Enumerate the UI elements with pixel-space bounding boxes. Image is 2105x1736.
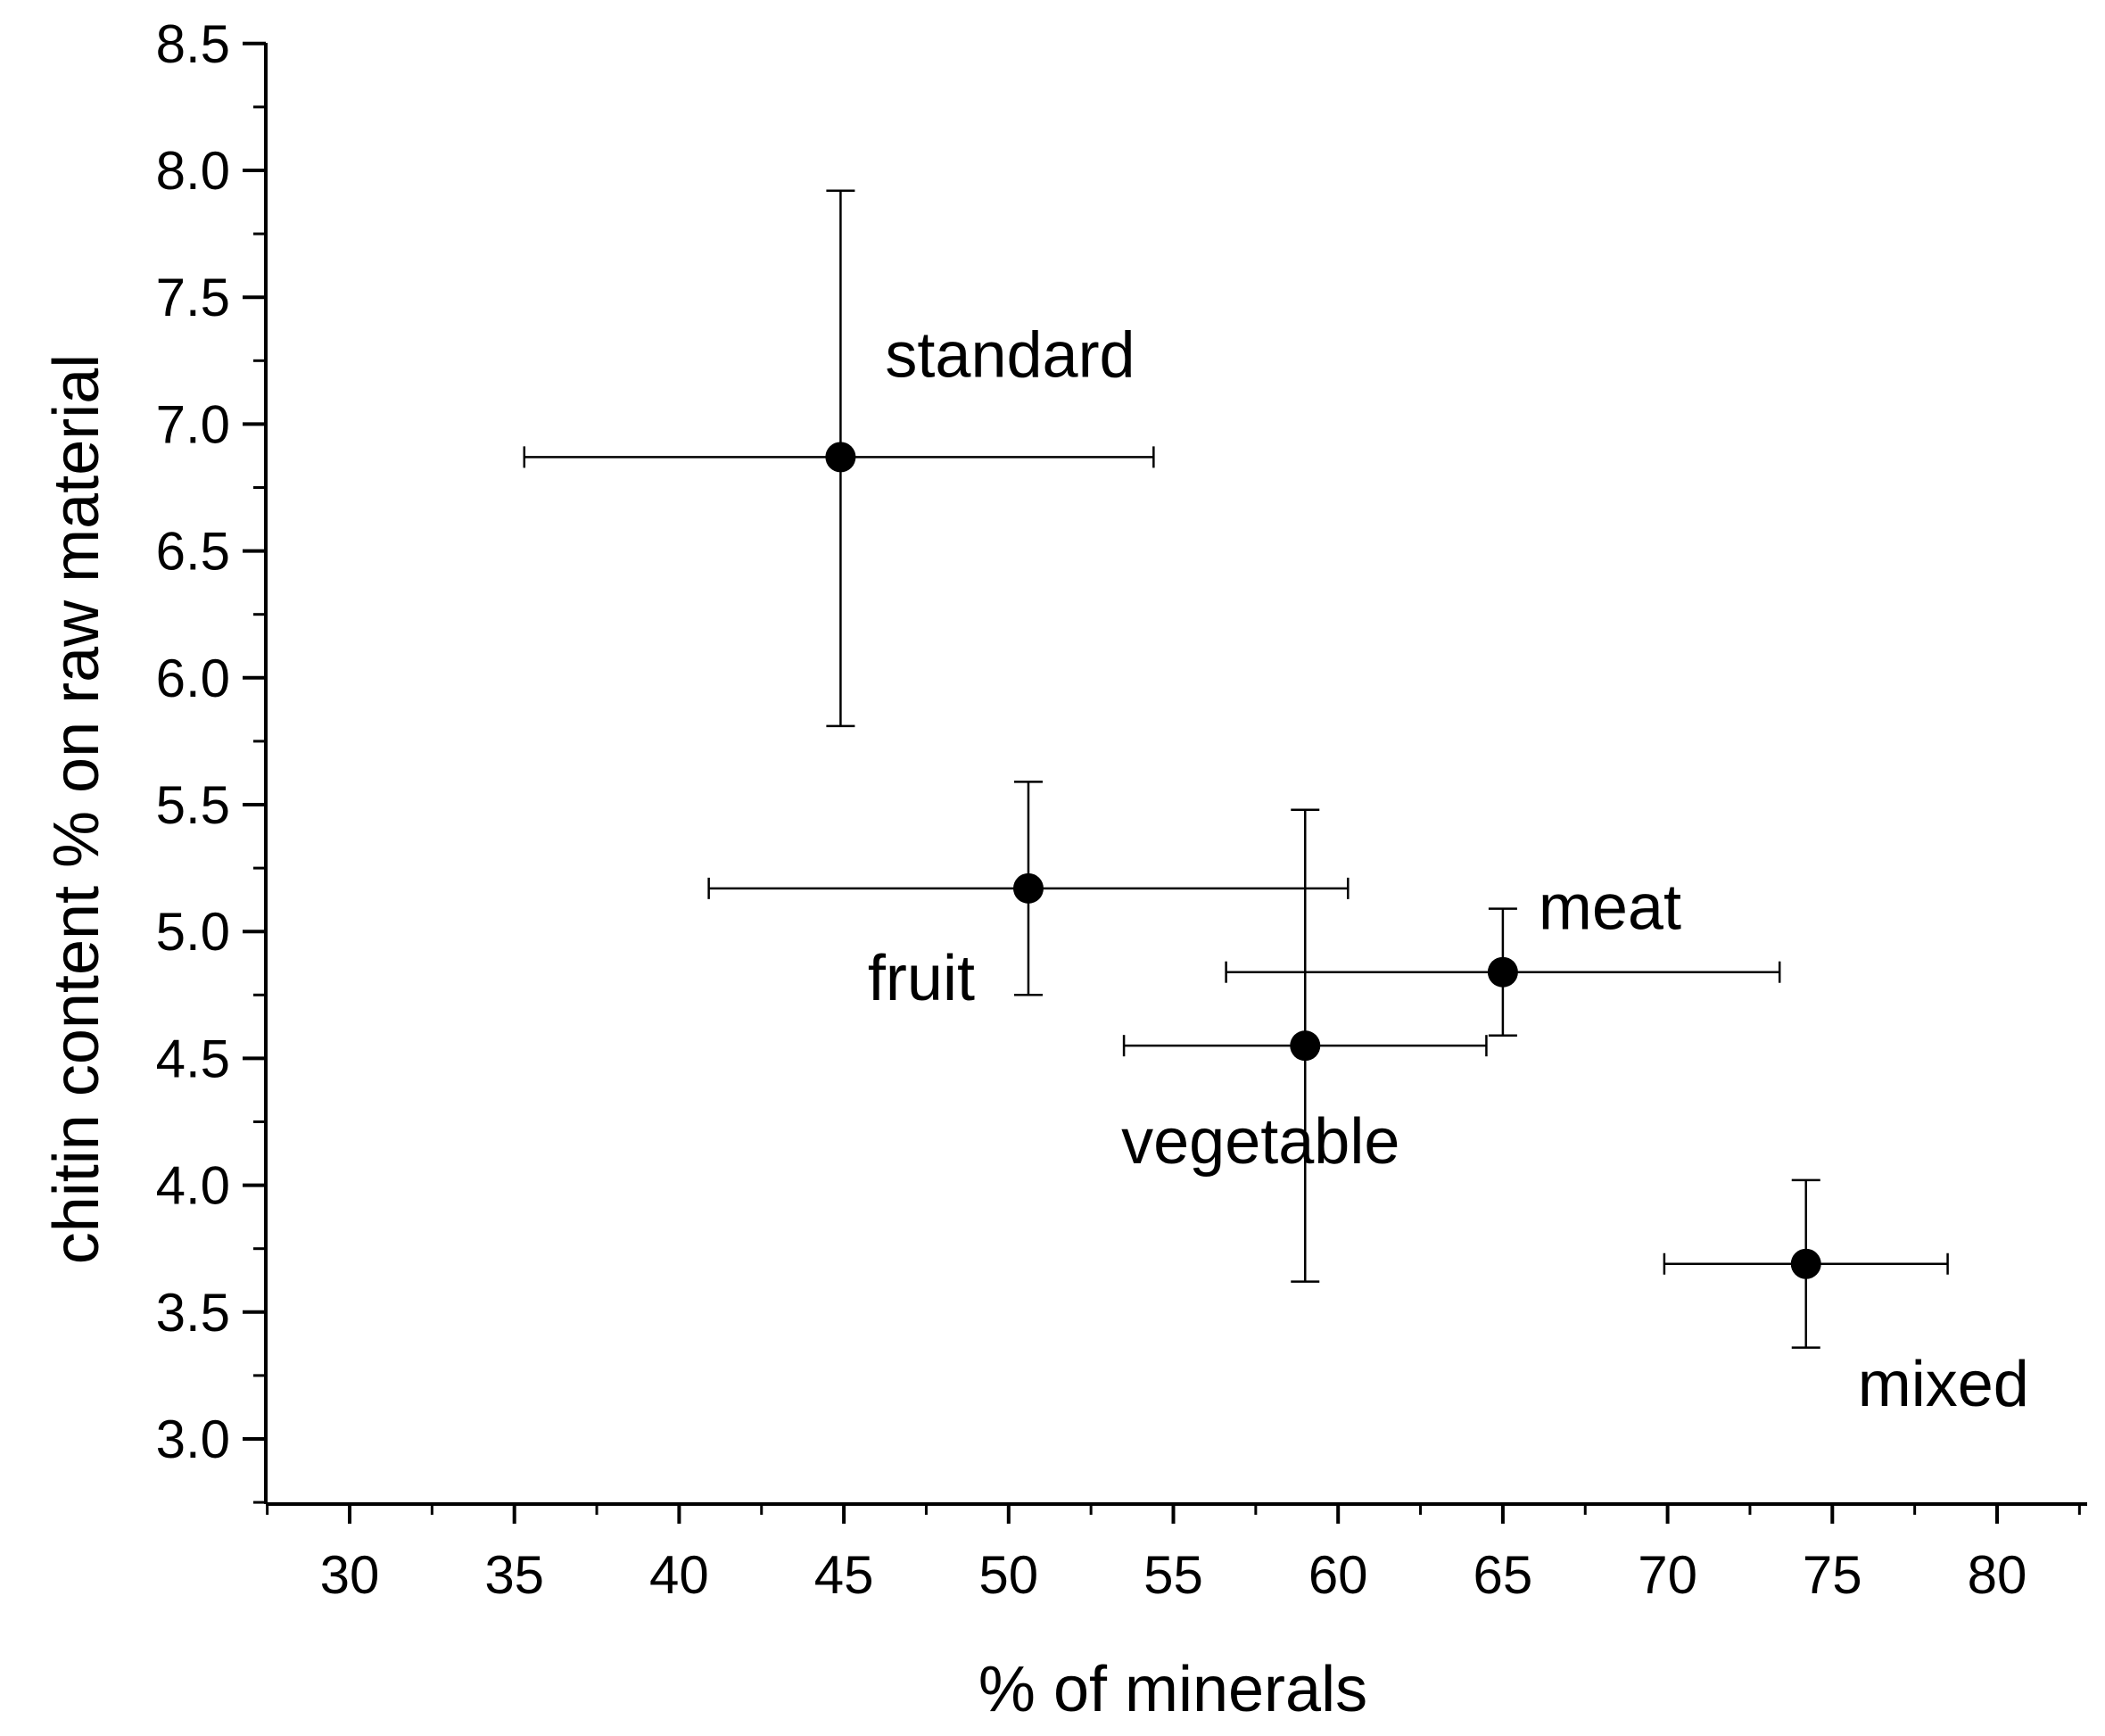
- x-tick-label: 35: [484, 1545, 544, 1605]
- y-tick-label: 7.5: [156, 268, 230, 327]
- data-point-mixed: [1790, 1248, 1821, 1279]
- data-points: [825, 442, 1821, 1279]
- data-point-fruit: [1012, 872, 1044, 904]
- y-tick-label: 5.5: [156, 775, 230, 835]
- data-point-meat: [1487, 956, 1518, 988]
- y-tick-label: 5.0: [156, 902, 230, 962]
- x-tick-label: 40: [649, 1545, 709, 1605]
- x-tick-label: 60: [1308, 1545, 1368, 1605]
- point-label-fruit: fruit: [868, 943, 975, 1014]
- x-tick-label: 75: [1803, 1545, 1862, 1605]
- point-label-meat: meat: [1539, 872, 1681, 944]
- y-tick-label: 3.0: [156, 1409, 230, 1469]
- x-tick-label: 50: [978, 1545, 1038, 1605]
- y-tick-label: 4.5: [156, 1029, 230, 1088]
- x-tick-label: 70: [1638, 1545, 1697, 1605]
- y-tick-label: 4.0: [156, 1156, 230, 1216]
- x-tick-label: 55: [1143, 1545, 1203, 1605]
- point-labels: standard fruit vegetable meat mixed: [868, 319, 2029, 1419]
- y-tick-label: 6.5: [156, 522, 230, 582]
- y-tick-label: 7.0: [156, 394, 230, 454]
- y-tick-label: 6.0: [156, 649, 230, 708]
- x-tick-label: 80: [1968, 1545, 2027, 1605]
- y-tick-label: 3.5: [156, 1283, 230, 1343]
- axes: [264, 43, 2087, 1506]
- x-axis-title: % of minerals: [978, 1654, 1367, 1725]
- point-label-mixed: mixed: [1858, 1349, 2029, 1420]
- y-axis-title: chitin content % on raw material: [41, 354, 112, 1264]
- x-tick-label: 45: [814, 1545, 874, 1605]
- ticks: 30 35 40 45 50 55 60 65 70 75 80 3.0 3.5 4.0 4.5 5.0 5.5…: [156, 14, 2081, 1605]
- data-point-standard: [825, 442, 856, 473]
- x-tick-label: 30: [320, 1545, 380, 1605]
- y-tick-label: 8.5: [156, 14, 230, 74]
- x-tick-label: 65: [1474, 1545, 1533, 1605]
- y-tick-label: 8.0: [156, 141, 230, 201]
- point-label-vegetable: vegetable: [1121, 1106, 1399, 1178]
- point-label-standard: standard: [885, 319, 1135, 391]
- data-point-vegetable: [1290, 1030, 1321, 1062]
